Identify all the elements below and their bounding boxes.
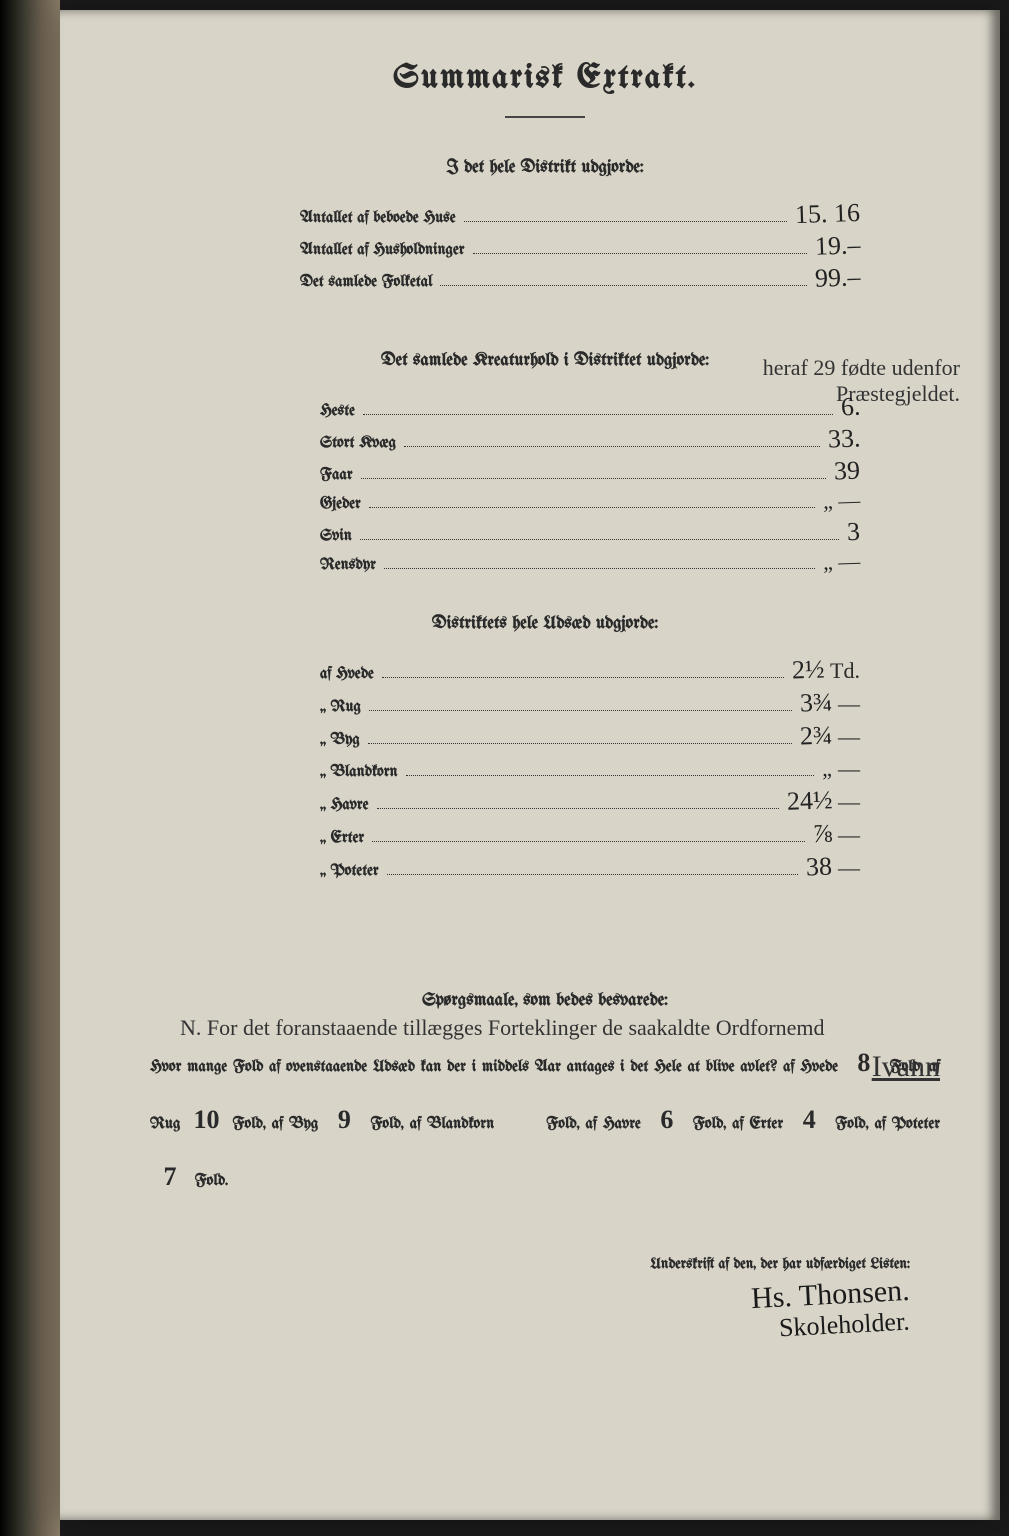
value: 15. 16 [795, 200, 861, 228]
label: „ Byg [320, 732, 360, 749]
value: 19.– [814, 232, 860, 260]
row-barley: „ Byg 2¾ — [320, 723, 860, 750]
q-text: Fold, af Blandkorn [370, 1116, 494, 1133]
row-sheep: Faar 39 [320, 458, 860, 484]
q-text: Fold, [835, 1116, 868, 1133]
label: Svin [320, 528, 352, 545]
label: „ Rug [320, 699, 361, 716]
leader-dots [382, 666, 784, 678]
signature-block: Underskrift af den, der har udfærdiget L… [150, 1256, 910, 1340]
leader-dots [368, 732, 792, 744]
q-text: Hvor mange Fold af ovenstaaende Udsæd ka… [150, 1059, 838, 1076]
leader-dots [404, 435, 819, 447]
book-spine [0, 0, 60, 1536]
value: „ [822, 758, 833, 780]
leader-dots [440, 274, 806, 286]
row-cattle: Stort Kvæg 33. [320, 426, 860, 452]
section-heading-district: I det hele Distrikt udgjorde: [150, 158, 940, 177]
value: 3 [847, 519, 861, 545]
value: 38 [806, 854, 833, 881]
value: 39 [834, 458, 861, 485]
leader-dots [377, 797, 779, 809]
signature-label: Underskrift af den, der har udfærdiget L… [150, 1256, 910, 1272]
unit: — [838, 756, 860, 782]
label: „ Havre [320, 797, 369, 814]
label: Faar [320, 467, 353, 484]
value: 24½ [786, 787, 832, 815]
label: Stort Kvæg [320, 435, 396, 452]
questions-paragraph: Hvor mange Fold af ovenstaaende Udsæd ka… [150, 1034, 940, 1206]
row-peas: „ Erter ⅞ — [320, 821, 860, 848]
label: Det samlede Folketal [300, 274, 432, 291]
row-potatoes: „ Poteter 38 — [320, 854, 860, 881]
leader-dots [360, 528, 839, 540]
row-oats: „ Havre 24½ — [320, 788, 860, 815]
q-text: af Poteter [875, 1116, 940, 1133]
leader-dots [361, 467, 826, 479]
value: „ — [822, 550, 860, 573]
section-heading-questions: Spørgsmaale, som bedes besvarede: [150, 991, 940, 1010]
leader-dots [387, 863, 798, 875]
value: 2¾ [799, 722, 832, 749]
label: „ Erter [320, 830, 364, 847]
fill-poteter: 7 [150, 1148, 190, 1205]
label: Heste [320, 403, 355, 420]
label: af Hvede [320, 666, 374, 683]
row-households: Antallet af Husholdninger 19.– [300, 233, 860, 259]
value: 3¾ [799, 689, 832, 716]
fill-havre: 6 [647, 1091, 687, 1148]
label: Gjeder [320, 496, 361, 513]
label: Antallet af beboede Huse [300, 210, 456, 227]
title-rule [505, 116, 585, 118]
label: „ Blandkorn [320, 764, 398, 781]
row-wheat: af Hvede 2½ Td. [320, 657, 860, 684]
q-text: Fold, af Havre [546, 1116, 641, 1133]
leader-dots [406, 764, 815, 776]
row-pigs: Svin 3 [320, 519, 860, 545]
unit: — [838, 789, 860, 815]
section-heading-seed: Distriktets hele Udsæd udgjorde: [150, 614, 940, 633]
page-title: Summarisk Extrakt. [150, 60, 940, 96]
handwritten-note: N. For det foranstaaende tillægges Forte… [180, 1015, 940, 1041]
document-page: Summarisk Extrakt. I det hele Distrikt u… [60, 10, 1000, 1520]
fill-byg: 9 [324, 1091, 364, 1148]
signature-line2: Skoleholder. [779, 1307, 911, 1342]
row-rye: „ Rug 3¾ — [320, 690, 860, 717]
q-text: Fold. [195, 1173, 229, 1190]
value: ⅞ [812, 821, 832, 848]
label: „ Poteter [320, 863, 379, 880]
note-signature: Ivann [872, 1050, 940, 1084]
value: „ — [822, 489, 860, 512]
unit: — [838, 822, 860, 848]
row-reindeer: Rensdyr „ — [320, 551, 860, 574]
row-population: Det samlede Folketal 99.– [300, 265, 860, 291]
unit: — [838, 724, 860, 750]
label: Antallet af Husholdninger [300, 242, 465, 259]
fill-erter: 4 [789, 1091, 829, 1148]
leader-dots [464, 210, 787, 222]
row-houses: Antallet af beboede Huse 15. 16 [300, 201, 860, 227]
row-mixedgrain: „ Blandkorn „ — [320, 756, 860, 782]
leader-dots [473, 242, 807, 254]
q-text: Fold, af Erter [693, 1116, 783, 1133]
leader-dots [369, 699, 792, 711]
leader-dots [369, 496, 815, 508]
unit: Td. [830, 658, 860, 684]
leader-dots [372, 830, 804, 842]
value: 33. [827, 425, 860, 452]
unit: — [838, 691, 860, 717]
margin-note: heraf 29 fødte udenfor Præstegjeldet. [680, 355, 960, 407]
label: Rensdyr [320, 557, 376, 574]
fill-rug: 10 [186, 1091, 226, 1148]
unit: — [838, 855, 860, 881]
q-text: Fold, af Byg [232, 1116, 318, 1133]
row-goats: Gjeder „ — [320, 490, 860, 513]
value: 6. [840, 394, 860, 421]
value: 99.– [814, 264, 860, 292]
value: 2½ [791, 656, 824, 683]
leader-dots [384, 557, 815, 569]
